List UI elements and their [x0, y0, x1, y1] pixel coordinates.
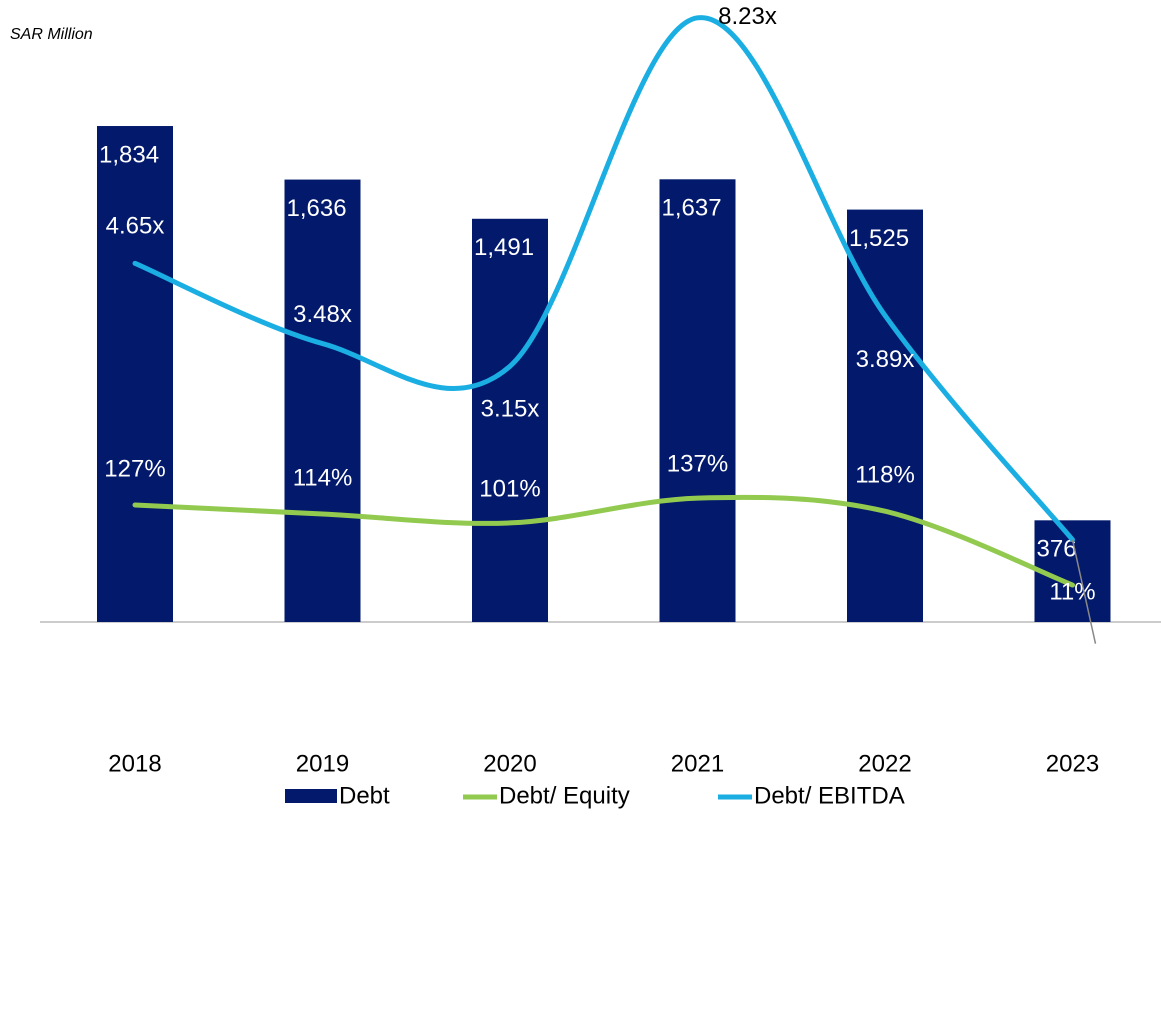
- line: [132, 494, 1075, 588]
- x-tick-label: 2018: [108, 750, 161, 777]
- data-label: 3.89x: [856, 346, 915, 373]
- data-label: 3.48x: [293, 301, 352, 328]
- line: [132, 15, 1075, 543]
- bar: [659, 179, 736, 622]
- x-tick-label: 2021: [671, 750, 724, 777]
- legend-label: Debt/ EBITDA: [754, 782, 905, 809]
- data-label: 118%: [855, 462, 915, 489]
- x-tick-label: 2019: [296, 750, 349, 777]
- x-tick-label: 2022: [858, 750, 911, 777]
- data-label: 101%: [479, 475, 540, 502]
- data-label: 1,637: [662, 195, 722, 222]
- bar: [472, 218, 548, 622]
- data-label: 1,525: [849, 225, 909, 252]
- x-tick-label: 2020: [483, 750, 536, 777]
- legend-label: Debt/ Equity: [499, 782, 630, 809]
- bar: [97, 126, 173, 622]
- data-label: 1,491: [474, 234, 534, 261]
- legend-swatch: [285, 789, 337, 803]
- data-label: 4.65x: [106, 213, 165, 240]
- legend-label: Debt: [339, 782, 390, 809]
- bar: [284, 179, 361, 622]
- unit-label: SAR Million: [10, 26, 93, 43]
- x-tick-label: 2023: [1046, 750, 1099, 777]
- data-label: 1,636: [287, 195, 347, 222]
- data-label: 127%: [104, 455, 165, 482]
- data-label: 0.62x: [1076, 645, 1135, 672]
- data-label: 137%: [667, 450, 728, 477]
- data-label: 3.15x: [481, 396, 540, 423]
- leader-line: [1071, 539, 1097, 644]
- data-label: 11%: [1049, 578, 1095, 605]
- data-label: 8.23x: [718, 3, 777, 30]
- data-label: 1,834: [99, 141, 159, 168]
- data-label: 114%: [293, 464, 353, 491]
